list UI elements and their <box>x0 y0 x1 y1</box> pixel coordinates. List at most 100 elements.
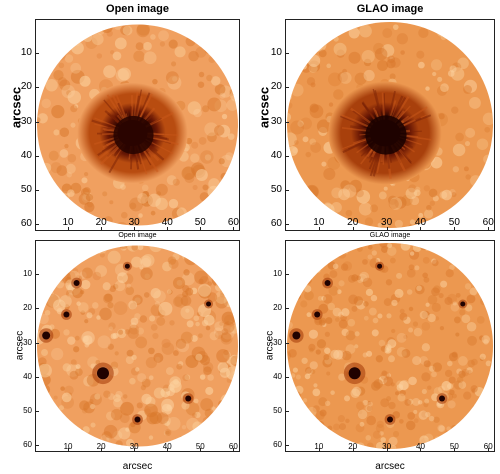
solar-image <box>37 24 238 226</box>
y-tick-mark <box>35 274 39 276</box>
y-tick-mark <box>35 87 39 89</box>
y-tick-mark <box>285 342 289 344</box>
x-tick-label: 20 <box>95 217 107 228</box>
y-tick-label: 60 <box>23 440 32 450</box>
solar-image <box>287 243 493 449</box>
y-tick-mark <box>285 87 289 89</box>
y-tick-label: 40 <box>20 149 32 161</box>
x-tick-label: 50 <box>195 442 205 451</box>
x-tick-mark <box>134 227 136 231</box>
x-tick-mark <box>233 227 235 231</box>
y-tick-mark <box>285 155 289 157</box>
y-tick-label: 20 <box>270 81 282 93</box>
y-tick-mark <box>35 376 39 378</box>
x-tick-mark <box>352 227 354 231</box>
y-tick-mark <box>35 189 39 191</box>
x-tick-mark <box>318 227 320 231</box>
x-tick-mark <box>200 227 202 231</box>
x-tick-label: 40 <box>416 442 425 451</box>
x-tick-label: 10 <box>62 217 74 228</box>
y-tick-label: 30 <box>23 337 32 347</box>
y-tick-label: 50 <box>270 183 282 195</box>
x-tick-label: 60 <box>483 442 493 451</box>
x-tick-label: 60 <box>227 217 239 228</box>
x-tick-label: 50 <box>448 217 460 228</box>
x-tick-label: 10 <box>313 217 325 228</box>
y-tick-label: 60 <box>273 440 282 450</box>
y-tick-mark <box>35 121 39 123</box>
y-tick-label: 50 <box>273 405 282 415</box>
x-tick-mark <box>134 448 136 452</box>
x-tick-mark <box>488 448 490 452</box>
panel-title: Open image <box>106 3 169 15</box>
x-tick-mark <box>386 448 388 452</box>
x-tick-mark <box>68 227 70 231</box>
x-tick-mark <box>318 448 320 452</box>
image-frame <box>35 240 240 452</box>
x-tick-mark <box>101 448 103 452</box>
y-tick-mark <box>35 445 39 447</box>
y-tick-mark <box>285 376 289 378</box>
panel-title: GLAO image <box>356 3 424 15</box>
y-tick-mark <box>285 410 289 412</box>
y-tick-label: 40 <box>23 371 32 381</box>
x-tick-label: 60 <box>228 442 238 451</box>
y-tick-label: 30 <box>270 115 282 127</box>
y-tick-mark <box>285 308 289 310</box>
x-tick-label: 30 <box>381 217 393 228</box>
y-tick-mark <box>35 224 39 226</box>
x-tick-label: 20 <box>96 442 106 451</box>
y-tick-label: 60 <box>270 218 282 230</box>
y-tick-mark <box>285 189 289 191</box>
x-tick-mark <box>68 448 70 452</box>
solar-image <box>287 22 493 228</box>
y-tick-mark <box>35 342 39 344</box>
y-tick-mark <box>285 224 289 226</box>
y-tick-mark <box>35 155 39 157</box>
x-tick-mark <box>386 227 388 231</box>
y-tick-label: 30 <box>20 115 32 127</box>
image-frame <box>285 240 495 452</box>
x-tick-mark <box>454 227 456 231</box>
x-tick-label: 20 <box>347 217 359 228</box>
x-tick-mark <box>233 448 235 452</box>
x-tick-mark <box>167 448 169 452</box>
x-tick-label: 30 <box>129 442 139 451</box>
panel-title: GLAO image <box>369 232 411 239</box>
x-axis-label: arcsec <box>122 461 153 472</box>
x-tick-label: 10 <box>314 442 324 451</box>
y-tick-mark <box>285 121 289 123</box>
x-tick-mark <box>200 448 202 452</box>
image-frame <box>285 19 495 231</box>
x-tick-label: 40 <box>162 442 172 451</box>
y-tick-mark <box>285 53 289 55</box>
y-tick-mark <box>35 308 39 310</box>
image-frame <box>35 19 240 231</box>
y-tick-label: 40 <box>270 149 282 161</box>
y-tick-label: 30 <box>273 337 282 347</box>
y-tick-label: 20 <box>273 303 282 313</box>
x-tick-mark <box>101 227 103 231</box>
x-tick-label: 30 <box>128 217 140 228</box>
x-tick-label: 20 <box>348 442 358 451</box>
y-tick-label: 10 <box>270 47 282 59</box>
y-tick-mark <box>35 410 39 412</box>
y-tick-mark <box>35 53 39 55</box>
y-tick-label: 20 <box>23 303 32 313</box>
y-tick-label: 60 <box>20 218 32 230</box>
y-tick-label: 50 <box>23 405 32 415</box>
x-tick-label: 40 <box>161 217 173 228</box>
x-tick-label: 40 <box>414 217 427 228</box>
y-tick-label: 10 <box>23 269 32 279</box>
y-tick-mark <box>285 445 289 447</box>
x-tick-mark <box>454 448 456 452</box>
solar-image <box>37 245 238 447</box>
x-tick-label: 50 <box>194 217 206 228</box>
y-tick-label: 10 <box>273 269 282 279</box>
x-axis-label: arcsec <box>375 461 405 472</box>
x-tick-mark <box>352 448 354 452</box>
y-tick-label: 10 <box>20 47 32 59</box>
x-tick-mark <box>167 227 169 231</box>
y-tick-label: 50 <box>20 183 32 195</box>
y-tick-label: 20 <box>20 81 32 93</box>
